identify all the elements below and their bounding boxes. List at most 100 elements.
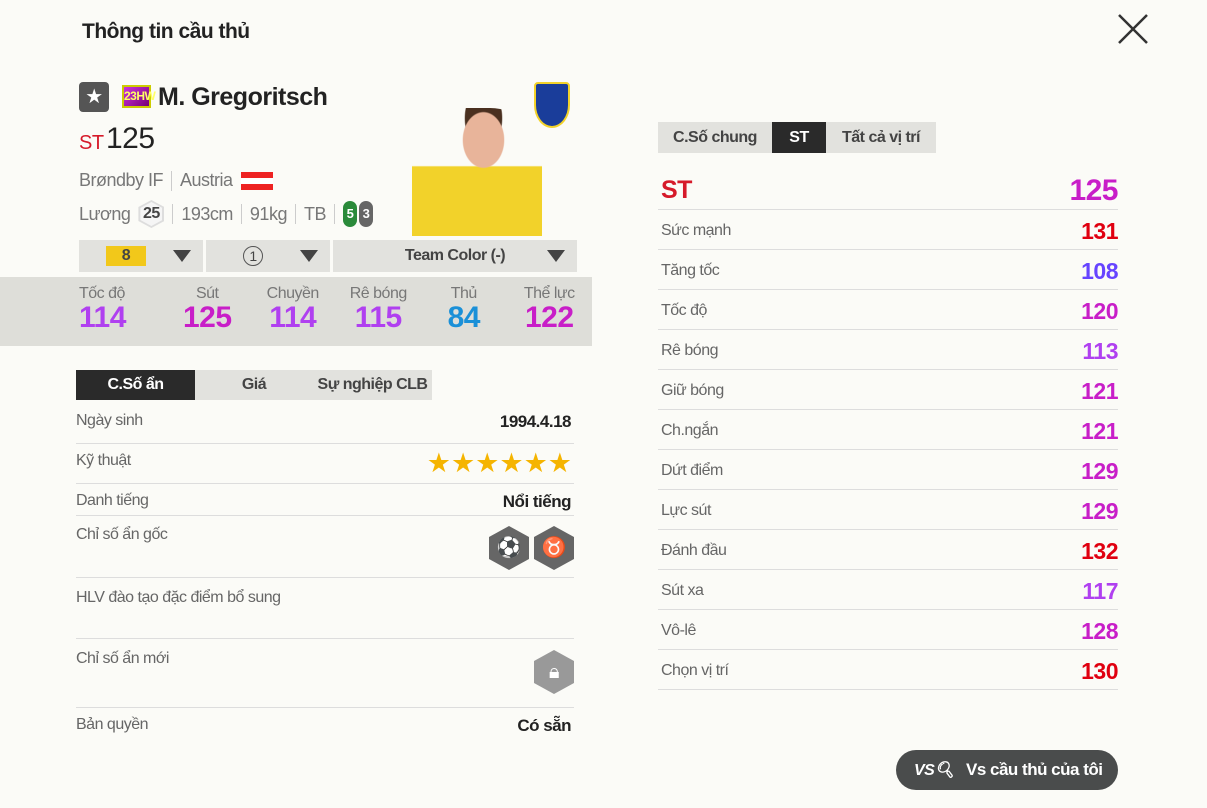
summary-stat-value: 114 — [79, 301, 126, 334]
summary-stat-label: Rê bóng — [349, 285, 407, 302]
chevron-down-icon — [547, 250, 565, 262]
summary-stat-label: Thủ — [450, 285, 478, 302]
attribute-name: Rê bóng — [661, 342, 719, 359]
salary-badge: 25 — [138, 200, 165, 228]
season-badge: 23HW — [122, 85, 156, 108]
club-crest-icon — [534, 82, 570, 128]
attribute-row: Lực sút 129 — [658, 490, 1118, 530]
summary-stats: Tốc độ 114 Sút 125 Chuyền 114 Rê bóng 115 Thủ 84 T… — [0, 277, 592, 346]
license-row: Bản quyền Có sẵn — [76, 716, 571, 735]
attribute-name: Đánh đầu — [661, 542, 727, 559]
coach-traits-row: HLV đào tạo đặc điểm bổ sung — [76, 589, 574, 639]
new-traits-row: Chỉ số ẩn mới 🔒︎ — [76, 650, 574, 708]
player-ovr: 125 — [106, 122, 155, 155]
tab-general[interactable]: C.Số chung — [673, 128, 757, 146]
level-dropdown[interactable]: 1 — [206, 240, 330, 272]
attribute-value: 129 — [1081, 498, 1118, 524]
attribute-value: 117 — [1082, 578, 1118, 604]
skill-stars: ★★★★★★ — [426, 448, 572, 478]
attribute-value: 132 — [1081, 538, 1118, 564]
summary-stat-label: Chuyền — [266, 285, 320, 302]
attribute-row: Dứt điểm 129 — [658, 450, 1118, 490]
finesse-shot-icon[interactable]: ⚽ — [489, 526, 529, 570]
attribute-value: 113 — [1082, 338, 1118, 364]
lock-icon[interactable]: 🔒︎ — [534, 650, 574, 694]
close-icon[interactable] — [1116, 12, 1150, 46]
tab-st[interactable]: ST — [772, 122, 826, 153]
attribute-row: Sức mạnh 131 — [658, 210, 1118, 250]
attribute-name: Ch.ngắn — [661, 422, 719, 439]
summary-stat: Sút 125 — [165, 277, 251, 346]
favorite-star-button[interactable]: ★ — [79, 82, 109, 112]
club-nation-info: Brøndby IF Austria — [79, 170, 273, 191]
attribute-name: Lực sút — [661, 502, 711, 519]
bull-icon[interactable]: ♉ — [534, 526, 574, 570]
page-title: Thông tin cầu thủ — [82, 20, 250, 43]
attribute-value: 128 — [1081, 618, 1118, 644]
player-photo — [412, 108, 542, 236]
summary-stat-value: 122 — [524, 301, 574, 334]
summary-stat-value: 114 — [269, 301, 317, 334]
attribute-value: 120 — [1081, 298, 1118, 324]
weight: 91kg — [249, 203, 288, 224]
attribute-value: 121 — [1081, 418, 1118, 444]
austria-flag-icon — [240, 171, 273, 190]
attribute-row: Tốc độ 120 — [658, 290, 1118, 330]
attribute-row: Tăng tốc 108 — [658, 250, 1118, 290]
chevron-down-icon — [300, 250, 318, 262]
attribute-value: 130 — [1081, 658, 1118, 684]
attribute-value: 131 — [1081, 218, 1118, 244]
chevron-down-icon — [173, 250, 191, 262]
traits-row: Chỉ số ẩn gốc ⚽ ♉ — [76, 526, 574, 578]
tab-all-positions[interactable]: Tất cả vị trí — [842, 128, 920, 146]
summary-stat-value: 125 — [182, 301, 232, 334]
attribute-name: Vô-lê — [661, 622, 696, 639]
team-color-dropdown[interactable]: Team Color (-) — [333, 240, 577, 272]
right-foot-icon: 3 — [358, 201, 373, 227]
vs-search-icon: VS🔍︎ — [914, 762, 955, 779]
attribute-name: Dứt điểm — [661, 462, 723, 479]
summary-stat: Thể lực 122 — [507, 277, 593, 346]
nation-name: Austria — [180, 170, 233, 190]
compare-my-player-button[interactable]: VS🔍︎ Vs cầu thủ của tôi — [896, 750, 1118, 790]
left-foot-icon: 5 — [342, 201, 357, 227]
attribute-name: Chọn vị trí — [661, 662, 729, 679]
tab-hidden-stats[interactable]: C.Số ẩn — [76, 370, 195, 400]
summary-stat-value: 115 — [354, 301, 402, 334]
birth-row: Ngày sinh 1994.4.18 — [76, 412, 574, 444]
tab-price[interactable]: Giá — [241, 376, 267, 393]
attribute-row: Giữ bóng 121 — [658, 370, 1118, 410]
attribute-name: Tốc độ — [661, 302, 707, 319]
summary-stat-value: 84 — [447, 301, 481, 334]
attribute-row: Sút xa 117 — [658, 570, 1118, 610]
fame-row: Danh tiếng Nổi tiếng — [76, 492, 574, 516]
club-name: Brøndby IF — [79, 170, 164, 190]
attribute-row: Chọn vị trí 130 — [658, 650, 1118, 690]
attribute-value: 129 — [1081, 458, 1118, 484]
attribute-row: Đánh đầu 132 — [658, 530, 1118, 570]
attribute-row: Vô-lê 128 — [658, 610, 1118, 650]
attribute-value: 108 — [1081, 258, 1118, 284]
attribute-row: Rê bóng 113 — [658, 330, 1118, 370]
attribute-name: Sút xa — [661, 582, 704, 599]
body-type: TB — [303, 203, 327, 224]
upgrade-level-dropdown[interactable]: 8 — [79, 240, 203, 272]
attribute-name: Tăng tốc — [661, 262, 720, 279]
summary-stat-label: Thể lực — [523, 285, 575, 302]
right-tabs: C.Số chung ST Tất cả vị trí — [658, 122, 936, 153]
player-position: ST — [79, 132, 104, 154]
attribute-name: Giữ bóng — [661, 382, 724, 399]
salary-label: Lương — [79, 203, 131, 224]
summary-stat-label: Tốc độ — [79, 285, 125, 302]
summary-stat: Tốc độ 114 — [79, 277, 165, 346]
left-tabs: C.Số ẩn Giá Sự nghiệp CLB — [76, 370, 432, 400]
height: 193cm — [181, 203, 233, 224]
summary-stat: Chuyền 114 — [250, 277, 336, 346]
summary-stat: Thủ 84 — [421, 277, 507, 346]
tab-club-career[interactable]: Sự nghiệp CLB — [317, 376, 428, 393]
attribute-value: 121 — [1081, 378, 1118, 404]
attribute-row: Ch.ngắn 121 — [658, 410, 1118, 450]
summary-stat-label: Sút — [195, 285, 219, 302]
summary-stat: Rê bóng 115 — [336, 277, 422, 346]
